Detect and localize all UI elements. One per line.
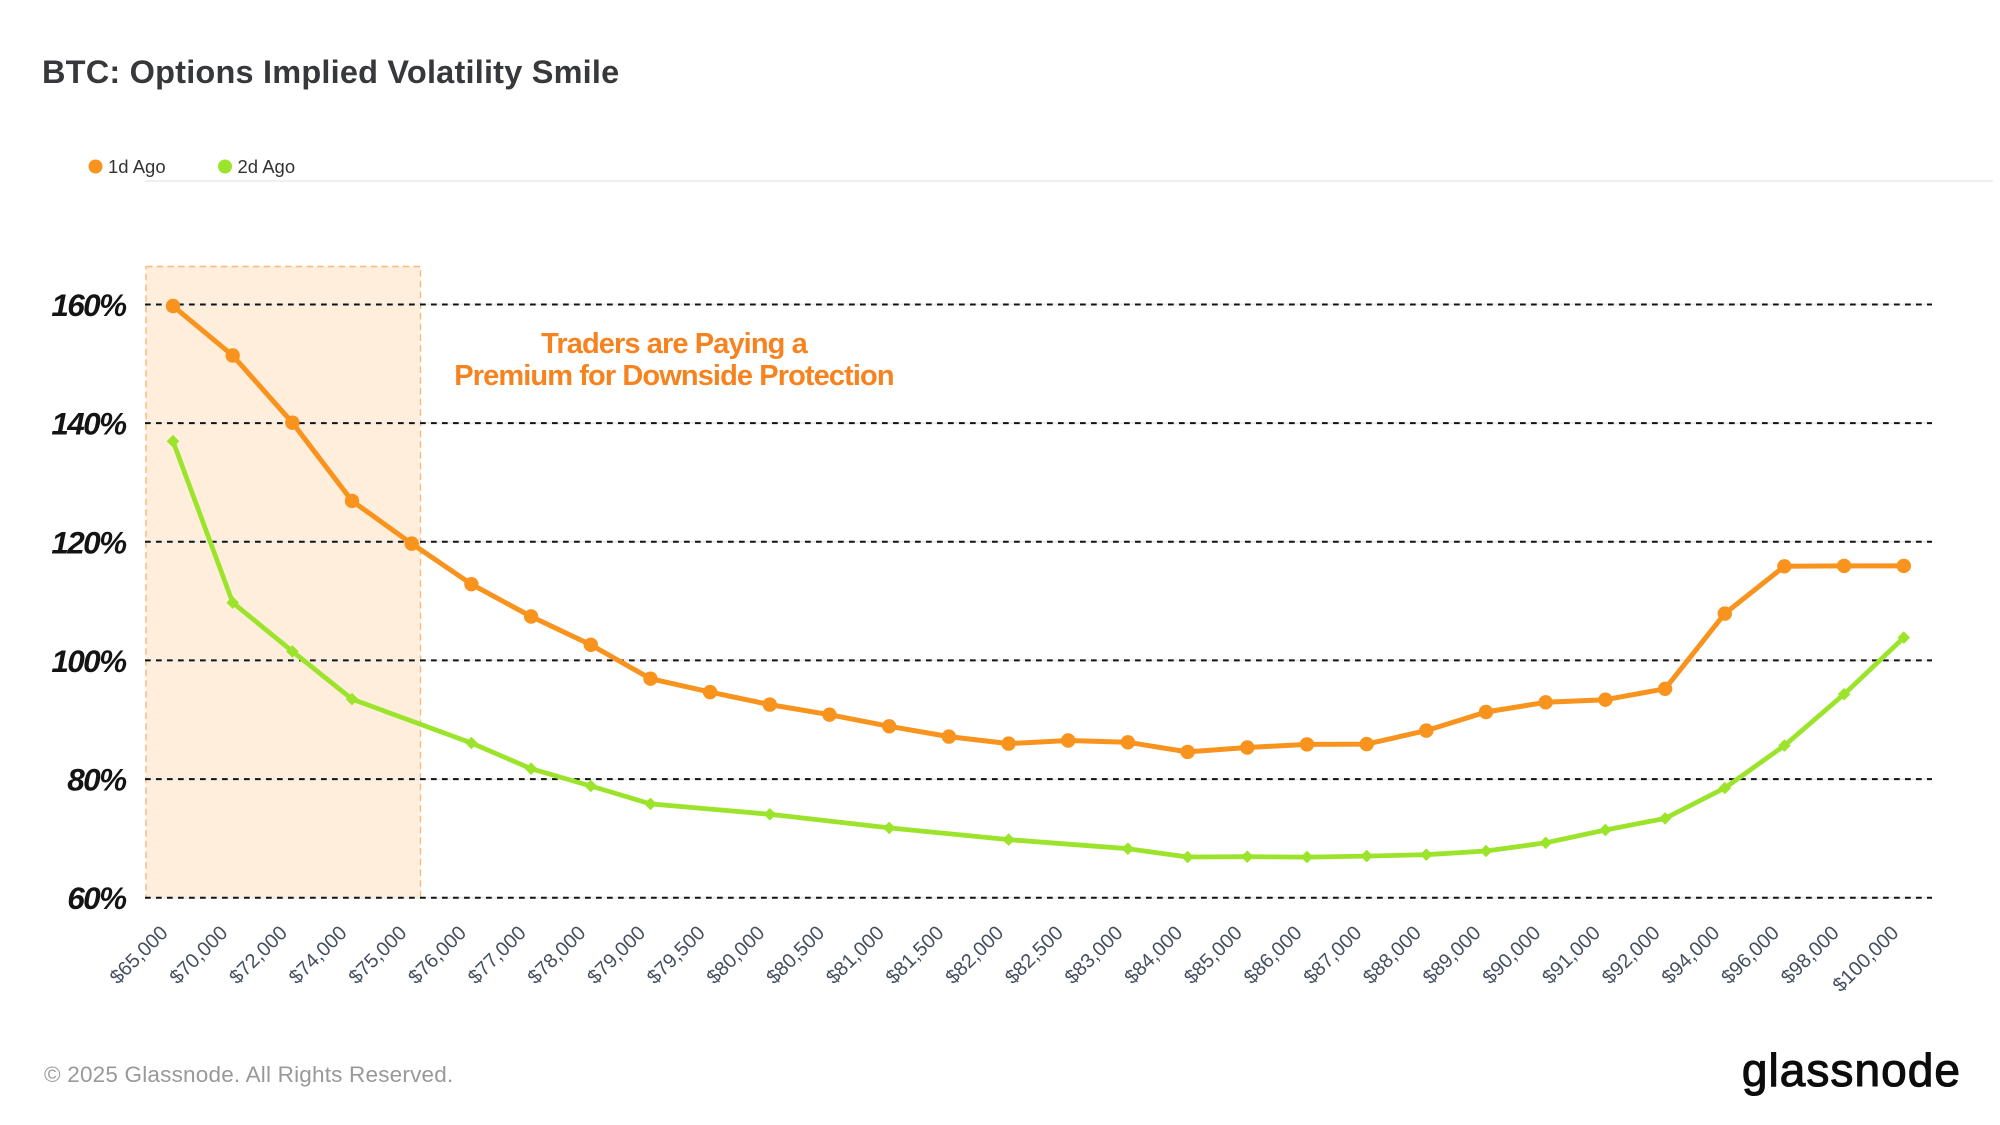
svg-text:$75,000: $75,000 <box>345 922 412 989</box>
svg-text:2d Ago: 2d Ago <box>238 156 296 177</box>
svg-text:120%: 120% <box>51 524 127 560</box>
svg-text:Premium for Downside Protectio: Premium for Downside Protection <box>454 360 893 392</box>
svg-text:1d Ago: 1d Ago <box>108 156 166 177</box>
svg-text:Traders are Paying a: Traders are Paying a <box>541 328 808 360</box>
svg-text:80%: 80% <box>67 762 127 798</box>
svg-text:$74,000: $74,000 <box>285 922 352 989</box>
svg-text:$80,500: $80,500 <box>762 922 829 989</box>
svg-text:$76,000: $76,000 <box>404 922 471 989</box>
svg-text:$94,000: $94,000 <box>1658 922 1725 989</box>
svg-text:$83,000: $83,000 <box>1061 922 1128 989</box>
svg-text:$85,000: $85,000 <box>1180 922 1247 989</box>
svg-text:glassnode: glassnode <box>1742 1044 1961 1096</box>
svg-text:140%: 140% <box>51 406 127 442</box>
svg-text:$81,500: $81,500 <box>882 922 949 989</box>
svg-text:$89,000: $89,000 <box>1419 922 1486 989</box>
svg-text:$80,000: $80,000 <box>703 922 770 989</box>
svg-text:$70,000: $70,000 <box>166 922 233 989</box>
svg-text:$84,000: $84,000 <box>1120 922 1187 989</box>
svg-text:© 2025 Glassnode. All Rights R: © 2025 Glassnode. All Rights Reserved. <box>44 1062 453 1087</box>
svg-text:$72,000: $72,000 <box>225 922 292 989</box>
svg-text:160%: 160% <box>51 287 127 323</box>
svg-text:$82,500: $82,500 <box>1001 922 1068 989</box>
svg-text:$78,000: $78,000 <box>524 922 591 989</box>
svg-text:$92,000: $92,000 <box>1598 922 1665 989</box>
svg-text:$87,000: $87,000 <box>1300 922 1367 989</box>
svg-text:$96,000: $96,000 <box>1717 922 1784 989</box>
svg-text:$90,000: $90,000 <box>1479 922 1546 989</box>
svg-text:100%: 100% <box>51 643 127 679</box>
svg-text:60%: 60% <box>67 880 127 916</box>
svg-text:$82,000: $82,000 <box>941 922 1008 989</box>
svg-text:$88,000: $88,000 <box>1359 922 1426 989</box>
svg-text:$79,000: $79,000 <box>583 922 650 989</box>
svg-text:$91,000: $91,000 <box>1538 922 1605 989</box>
svg-text:$77,000: $77,000 <box>464 922 531 989</box>
svg-text:$81,000: $81,000 <box>822 922 889 989</box>
svg-text:$65,000: $65,000 <box>106 922 173 989</box>
svg-text:BTC: Options Implied Volatilit: BTC: Options Implied Volatility Smile <box>42 54 619 90</box>
svg-text:$79,500: $79,500 <box>643 922 710 989</box>
svg-text:$100,000: $100,000 <box>1829 922 1904 997</box>
svg-text:$86,000: $86,000 <box>1240 922 1307 989</box>
